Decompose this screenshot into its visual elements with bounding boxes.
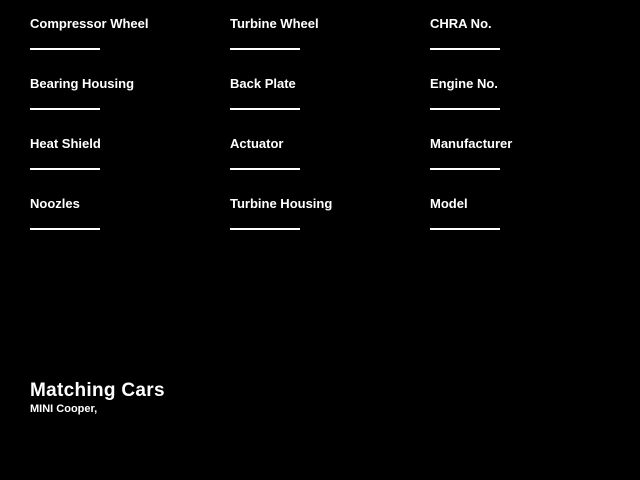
field-label: Noozles bbox=[30, 196, 80, 211]
field-label: Engine No. bbox=[430, 76, 498, 91]
field-value-line bbox=[430, 168, 500, 170]
field-chra-no: CHRA No. bbox=[430, 17, 630, 77]
field-actuator: Actuator bbox=[230, 137, 430, 197]
field-engine-no: Engine No. bbox=[430, 77, 630, 137]
field-value-line bbox=[30, 168, 100, 170]
field-label: Turbine Wheel bbox=[230, 16, 319, 31]
field-bearing-housing: Bearing Housing bbox=[30, 77, 230, 137]
field-value-line bbox=[30, 228, 100, 230]
field-value-line bbox=[30, 108, 100, 110]
matching-cars-list: MINI Cooper, bbox=[30, 403, 98, 415]
field-label: Bearing Housing bbox=[30, 76, 135, 91]
field-value-line bbox=[230, 108, 300, 110]
spec-fields-grid: Compressor Wheel Turbine Wheel CHRA No. … bbox=[30, 17, 630, 257]
field-label: Compressor Wheel bbox=[30, 16, 149, 31]
field-value-line bbox=[430, 48, 500, 50]
field-label: CHRA No. bbox=[430, 16, 492, 31]
field-value-line bbox=[230, 168, 300, 170]
matching-cars-title: Matching Cars bbox=[30, 380, 165, 401]
field-heat-shield: Heat Shield bbox=[30, 137, 230, 197]
matching-cars-section: Matching Cars MINI Cooper, bbox=[30, 380, 165, 416]
field-label: Model bbox=[430, 196, 468, 211]
field-turbine-wheel: Turbine Wheel bbox=[230, 17, 430, 77]
field-value-line bbox=[30, 48, 100, 50]
field-value-line bbox=[430, 228, 500, 230]
field-value-line bbox=[230, 48, 300, 50]
field-noozles: Noozles bbox=[30, 197, 230, 257]
field-label: Heat Shield bbox=[30, 136, 101, 151]
field-model: Model bbox=[430, 197, 630, 257]
field-value-line bbox=[230, 228, 300, 230]
field-turbine-housing: Turbine Housing bbox=[230, 197, 430, 257]
field-value-line bbox=[430, 108, 500, 110]
field-label: Back Plate bbox=[230, 76, 296, 91]
field-manufacturer: Manufacturer bbox=[430, 137, 630, 197]
field-label: Turbine Housing bbox=[230, 196, 333, 211]
field-back-plate: Back Plate bbox=[230, 77, 430, 137]
field-label: Manufacturer bbox=[430, 136, 513, 151]
field-label: Actuator bbox=[230, 136, 284, 151]
field-compressor-wheel: Compressor Wheel bbox=[30, 17, 230, 77]
